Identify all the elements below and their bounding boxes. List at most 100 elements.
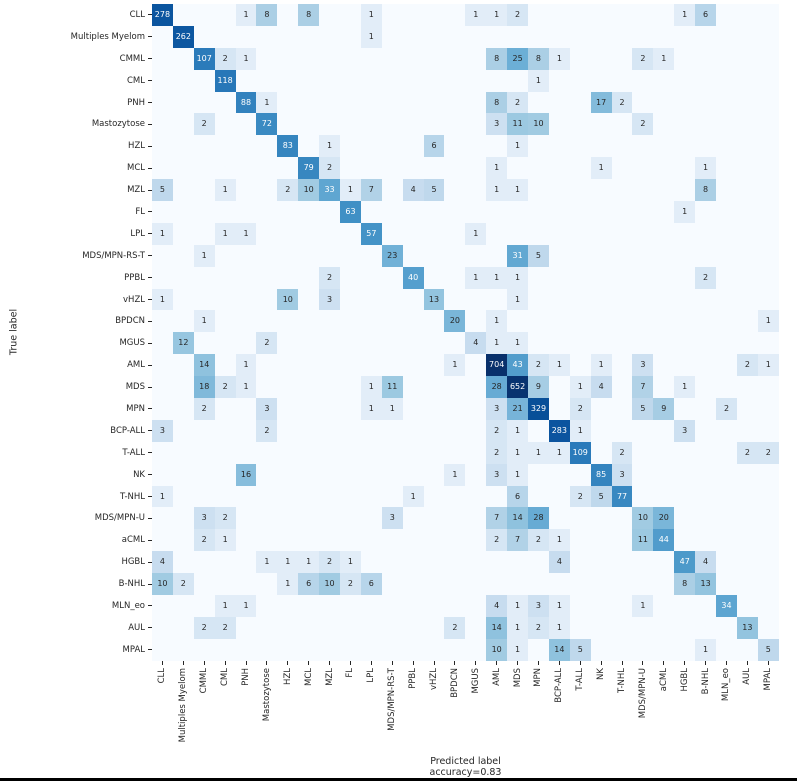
heatmap-cell [172, 419, 194, 442]
heatmap-cell [548, 91, 570, 114]
y-axis-tick [148, 496, 152, 498]
heatmap-cell [172, 354, 194, 377]
heatmap-cell [214, 113, 236, 136]
heatmap-cell [465, 157, 487, 180]
heatmap-cell: 2 [193, 113, 215, 136]
heatmap-cell [465, 288, 487, 311]
heatmap-cell [381, 441, 403, 464]
y-axis-tick [148, 189, 152, 191]
heatmap-cell [298, 529, 320, 552]
heatmap-cell [381, 310, 403, 333]
heatmap-cell: 21 [507, 398, 529, 420]
heatmap-cell [695, 419, 717, 442]
heatmap-cell [444, 222, 466, 245]
heatmap-cell [277, 222, 299, 245]
heatmap-cell [695, 529, 717, 552]
heatmap-cell [674, 638, 696, 661]
heatmap-cell [256, 485, 278, 508]
heatmap-cell [611, 551, 633, 574]
heatmap-cell [695, 376, 717, 399]
heatmap-cell [528, 419, 549, 442]
y-tick-label: BPDCN [0, 310, 152, 332]
heatmap-cell [277, 638, 299, 661]
heatmap-cell: 1 [507, 135, 529, 158]
heatmap-cell: 1 [214, 529, 236, 552]
heatmap-cell: 1 [486, 332, 508, 355]
heatmap-cell [423, 4, 445, 26]
heatmap-cell [152, 529, 173, 552]
heatmap-cell: 88 [235, 91, 257, 114]
heatmap-cell [402, 507, 424, 530]
heatmap-cell: 1 [507, 332, 529, 355]
heatmap-cell [590, 47, 612, 70]
heatmap-cell [298, 441, 320, 464]
heatmap-cell [214, 638, 236, 661]
heatmap-cell [736, 376, 758, 399]
heatmap-cell [528, 573, 549, 596]
heatmap-cell [590, 441, 612, 464]
y-axis-tick [148, 255, 152, 257]
heatmap-cell [590, 595, 612, 617]
heatmap-cell [653, 354, 675, 377]
heatmap-cell: 34 [716, 595, 737, 617]
heatmap-cell [172, 69, 194, 92]
heatmap-cell [716, 135, 737, 158]
heatmap-cell: 23 [381, 244, 403, 267]
heatmap-cell [444, 507, 466, 530]
y-tick-label: CML [0, 70, 152, 92]
heatmap-cell [465, 376, 487, 399]
heatmap-cell [465, 201, 487, 223]
heatmap-cell [736, 135, 758, 158]
heatmap-cell [214, 310, 236, 333]
heatmap-cell [360, 507, 382, 530]
heatmap-cell [695, 398, 717, 420]
heatmap-cell [319, 616, 341, 639]
heatmap-cell [569, 201, 591, 223]
heatmap-cell [569, 47, 591, 70]
heatmap-cell: 6 [695, 4, 717, 26]
heatmap-cell [757, 47, 779, 70]
heatmap-cell [298, 485, 320, 508]
heatmap-cell [507, 201, 529, 223]
heatmap-cell [235, 419, 257, 442]
x-axis-tick [475, 661, 477, 665]
x-axis-tick [684, 661, 686, 665]
heatmap-cell: 2 [193, 529, 215, 552]
x-tick-label: MLN_eo [716, 661, 737, 757]
heatmap-cell [298, 376, 320, 399]
x-tick-label: MPN [528, 661, 549, 757]
heatmap-cell [444, 244, 466, 267]
x-tick-label: MPAL [758, 661, 779, 757]
heatmap-cell [172, 179, 194, 202]
heatmap-cell [736, 573, 758, 596]
heatmap-cell [757, 288, 779, 311]
heatmap-cell [256, 25, 278, 48]
heatmap-cell [235, 441, 257, 464]
heatmap-cell [590, 113, 612, 136]
heatmap-cell: 1 [277, 551, 299, 574]
heatmap-cell [528, 4, 549, 26]
heatmap-cell: 1 [632, 595, 654, 617]
heatmap-cell [256, 157, 278, 180]
heatmap-cell [360, 463, 382, 486]
heatmap-cell [381, 4, 403, 26]
heatmap-cell [277, 485, 299, 508]
heatmap-cell [632, 485, 654, 508]
x-axis-tick [203, 661, 205, 665]
heatmap-cell [444, 113, 466, 136]
heatmap-cell [256, 354, 278, 377]
heatmap-cell: 17 [590, 91, 612, 114]
heatmap-cell: 8 [486, 91, 508, 114]
heatmap-cell: 5 [590, 485, 612, 508]
heatmap-cell [757, 595, 779, 617]
heatmap-cell [653, 551, 675, 574]
heatmap-cell [152, 507, 173, 530]
heatmap-cell [757, 157, 779, 180]
heatmap-cell [360, 310, 382, 333]
heatmap-cell [402, 157, 424, 180]
heatmap-cell [674, 616, 696, 639]
heatmap-cell [716, 507, 737, 530]
heatmap-cell: 2 [569, 398, 591, 420]
heatmap-cell [486, 288, 508, 311]
heatmap-cell [340, 529, 361, 552]
